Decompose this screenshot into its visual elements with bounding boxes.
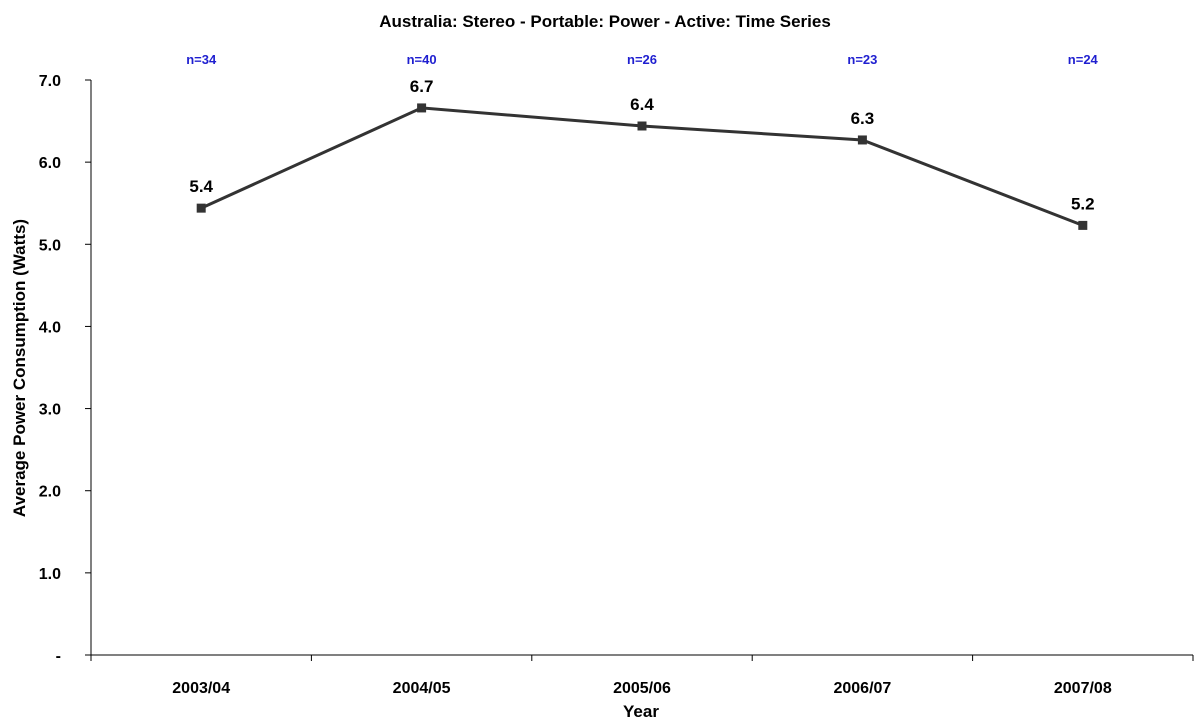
sample-size-label: n=23 bbox=[847, 52, 877, 67]
sample-size-label: n=26 bbox=[627, 52, 657, 67]
series-layer: 5.4 6.7 6.4 6.3 5.2 bbox=[189, 77, 1095, 230]
sample-size-label: n=24 bbox=[1068, 52, 1099, 67]
y-tick-label: 3.0 bbox=[39, 402, 61, 419]
x-tick-label: 2005/06 bbox=[613, 680, 671, 697]
x-tick-label: 2007/08 bbox=[1054, 680, 1112, 697]
data-label: 6.4 bbox=[630, 95, 654, 114]
data-point-marker bbox=[637, 121, 647, 131]
sample-size-label: n=40 bbox=[407, 52, 437, 67]
data-point-marker bbox=[417, 103, 427, 113]
data-label: 5.2 bbox=[1071, 194, 1095, 213]
sample-size-label: n=34 bbox=[186, 52, 217, 67]
chart-title: Australia: Stereo - Portable: Power - Ac… bbox=[379, 12, 831, 31]
data-point-marker bbox=[857, 135, 867, 145]
x-axis-label: Year bbox=[623, 702, 659, 720]
y-tick-label: 1.0 bbox=[39, 566, 61, 583]
y-axis-label: Average Power Consumption (Watts) bbox=[10, 219, 29, 517]
data-point-marker bbox=[196, 203, 206, 213]
data-label: 6.7 bbox=[410, 77, 434, 96]
x-axis-ticks: 2003/04 2004/05 2005/06 2006/07 2007/08 bbox=[90, 655, 1194, 697]
data-label: 6.3 bbox=[851, 109, 875, 128]
y-tick-label: 6.0 bbox=[39, 155, 61, 172]
y-tick-label: - bbox=[56, 648, 61, 665]
y-tick-label: 4.0 bbox=[39, 319, 61, 336]
y-axis-ticks: - 1.0 2.0 3.0 4.0 5.0 6.0 7.0 bbox=[39, 73, 91, 665]
x-tick-label: 2006/07 bbox=[833, 680, 891, 697]
data-label: 5.4 bbox=[189, 177, 213, 196]
sample-size-labels: n=34 n=40 n=26 n=23 n=24 bbox=[186, 52, 1098, 67]
y-tick-label: 5.0 bbox=[39, 237, 61, 254]
y-tick-label: 7.0 bbox=[39, 73, 61, 90]
y-tick-label: 2.0 bbox=[39, 484, 61, 501]
x-tick-label: 2004/05 bbox=[393, 680, 451, 697]
data-point-marker bbox=[1078, 220, 1088, 230]
x-tick-label: 2003/04 bbox=[172, 680, 230, 697]
